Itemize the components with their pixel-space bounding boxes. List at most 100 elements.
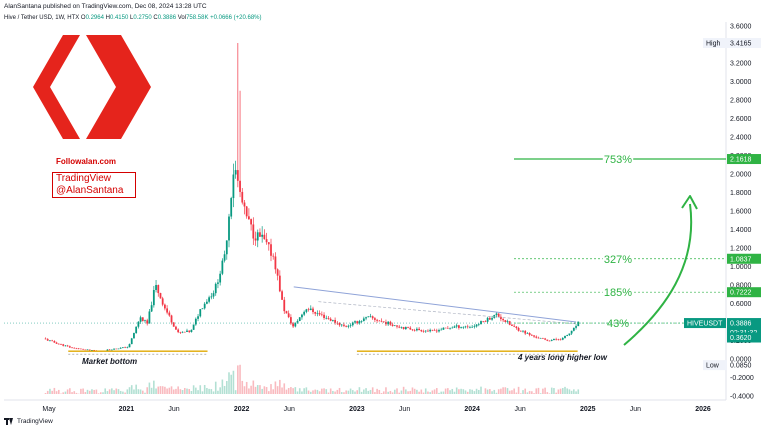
volume-bar (267, 391, 270, 394)
volume-bar (144, 392, 146, 394)
volume-bar (477, 389, 480, 394)
volume-bar (117, 389, 120, 394)
candle-body (502, 319, 505, 321)
volume-bar (279, 379, 281, 394)
volume-bar (340, 392, 343, 394)
candle-body (429, 329, 432, 332)
y-tick-label: 1.8000 (730, 190, 752, 197)
candle-body (126, 347, 129, 348)
candle-body (488, 317, 491, 320)
candle-body (108, 349, 111, 351)
candle-body (378, 320, 381, 322)
volume-bar (573, 389, 575, 394)
volume-bar (431, 390, 434, 394)
candle-body (44, 338, 47, 340)
candle-body (121, 347, 124, 348)
last-price-label: 0.3886 (730, 321, 752, 328)
candle-body (294, 322, 297, 327)
candle-body (110, 349, 113, 351)
candle-body (312, 308, 314, 313)
candle-body (86, 349, 89, 351)
volume-bar (458, 389, 460, 394)
candle-body (475, 324, 478, 327)
volume-bar (535, 388, 538, 394)
candle-body (446, 328, 449, 329)
candle-body (139, 317, 142, 322)
candle-body (331, 319, 334, 321)
volume-bar (504, 387, 507, 394)
candle-body (179, 332, 182, 333)
volume-bar (336, 389, 339, 394)
candle-body (329, 318, 332, 321)
target-percent-label: 185% (604, 287, 632, 299)
candle-body (371, 316, 374, 319)
volume-bar (360, 391, 363, 394)
volume-bar (566, 388, 569, 394)
candle-body (93, 349, 96, 351)
volume-bar (292, 388, 294, 394)
volume-bar (413, 388, 416, 394)
candle-body (243, 202, 246, 207)
volume-bar (316, 389, 319, 394)
hive-logo-right-shape (86, 35, 151, 139)
volume-bar (495, 392, 498, 394)
volume-bar (546, 392, 549, 394)
candle-body (150, 305, 153, 312)
candle-body (225, 240, 228, 255)
volume-bar (137, 389, 140, 394)
volume-bar (86, 389, 89, 394)
candle-body (559, 339, 562, 341)
volume-bar (564, 386, 566, 394)
candle-body (267, 242, 270, 245)
candle-body (203, 303, 206, 309)
volume-bar (172, 389, 175, 394)
volume-bar (46, 390, 49, 394)
volume-bar (64, 391, 67, 394)
volume-bar (232, 370, 235, 394)
volume-bar (524, 388, 527, 394)
volume-bar (290, 387, 292, 394)
candle-body (161, 298, 164, 305)
candle-body (427, 330, 429, 332)
candle-body (62, 344, 65, 346)
candle-body (119, 347, 122, 349)
symbol-legend: Hive / Tether USD, 1W, HTX O0.2964 H0.41… (4, 15, 262, 21)
candle-body (382, 321, 385, 323)
volume-bar (183, 387, 186, 394)
candle-body (519, 330, 522, 332)
candle-body (343, 324, 345, 326)
candle-body (75, 348, 78, 350)
volume-bar (305, 387, 308, 394)
target-percent-label: 327% (604, 254, 632, 266)
candle-body (535, 336, 538, 338)
candle-body (555, 339, 558, 340)
candle-body (491, 318, 493, 320)
volume-bar (325, 389, 328, 394)
candle-body (88, 349, 91, 351)
volume-bar (515, 392, 518, 394)
candle-body (320, 314, 323, 316)
y-tick-label: -0.4000 (730, 394, 754, 401)
volume-bar (493, 389, 496, 394)
volume-bar (356, 390, 359, 394)
candle-body (175, 326, 177, 330)
volume-bar (276, 386, 279, 394)
footer-brand[interactable]: TradingView (4, 418, 53, 425)
candle-body (411, 329, 414, 331)
candle-body (561, 338, 564, 340)
volume-bar (489, 389, 491, 394)
volume-bar (466, 391, 469, 394)
y-tick-label: 1.2000 (730, 246, 752, 253)
x-tick-label: 2025 (580, 406, 596, 413)
candle-body (513, 325, 516, 327)
candle-body (210, 296, 213, 298)
volume-bar (115, 388, 118, 394)
candle-body (413, 330, 416, 331)
candle-body (250, 219, 253, 225)
volume-bar (119, 390, 122, 394)
market-bottom-label: Market bottom (82, 357, 137, 366)
candle-body (323, 314, 325, 318)
volume-bar (411, 387, 414, 394)
volume-bar (389, 390, 392, 394)
volume-bar (188, 389, 191, 394)
